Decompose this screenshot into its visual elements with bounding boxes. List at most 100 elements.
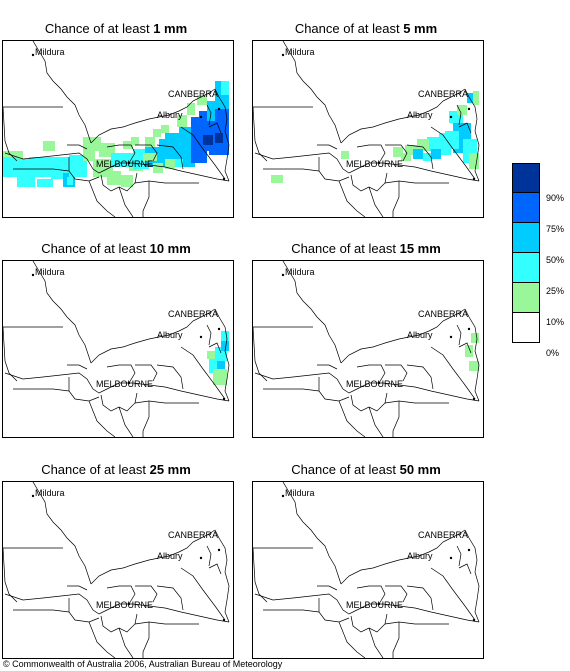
town-marker (281, 53, 285, 57)
town-marker (472, 177, 476, 181)
copyright-notice: © Commonwealth of Australia 2006, Austra… (3, 659, 283, 669)
place-label-melbourne: MELBOURNE (96, 600, 154, 610)
town-marker (127, 161, 131, 165)
boundary-line (318, 157, 350, 182)
rain-probability-cell (341, 151, 349, 159)
boundary-line (100, 392, 138, 412)
town-marker (281, 273, 285, 277)
boundary-line (135, 144, 158, 162)
boundary-line (384, 400, 449, 404)
map-panel-1mm: Mildura CANBERRA Albury MELBOURNE (2, 40, 234, 218)
place-label-mildura: Mildura (35, 267, 65, 277)
place-label-albury: Albury (407, 330, 433, 340)
boundary-line (88, 400, 116, 437)
rain-probability-cell (153, 129, 161, 137)
boundary-line (464, 88, 480, 182)
boundary-line (13, 609, 70, 613)
boundary-line (263, 609, 320, 613)
town-marker (31, 494, 35, 498)
boundary-line (208, 122, 222, 134)
boundary-line (350, 172, 388, 192)
boundary-line (67, 364, 88, 370)
boundary-line (253, 106, 268, 162)
boundary-line (134, 621, 199, 625)
boundary-line (32, 482, 92, 585)
place-label-canberra: CANBERRA (418, 530, 469, 540)
town-marker (31, 273, 35, 277)
panel-title-25mm: Chance of at least 25 mm (41, 462, 191, 477)
boundary-line (32, 261, 92, 364)
town-marker (222, 618, 226, 622)
rain-probability-cell (469, 361, 479, 371)
boundary-line (430, 346, 476, 400)
boundary-line (430, 567, 476, 621)
town-marker (222, 177, 226, 181)
boundary-line (356, 364, 386, 384)
boundary-line (356, 585, 386, 605)
boundary-line (67, 585, 88, 591)
rain-probability-cell (175, 159, 183, 167)
map-svg (253, 482, 480, 658)
boundary-line (350, 613, 388, 633)
town-marker (281, 494, 285, 498)
rain-probability-cell (469, 153, 479, 169)
rain-probability-cell (413, 149, 423, 159)
boundary-line (180, 126, 226, 180)
boundary-line (142, 622, 150, 658)
boundary-line (4, 372, 230, 402)
boundary-line (214, 529, 230, 623)
boundary-line (13, 388, 70, 392)
boundary-line (4, 593, 230, 623)
place-label-canberra: CANBERRA (168, 309, 219, 319)
boundary-line (88, 180, 116, 217)
boundary-line (392, 622, 400, 658)
rain-probability-cell (217, 361, 225, 369)
boundary-line (90, 88, 216, 144)
town-marker (449, 115, 453, 119)
rain-probability-cell (203, 135, 213, 145)
boundary-line (156, 364, 184, 390)
legend-swatch-50 (512, 223, 540, 253)
map-panel-15mm: Mildura CANBERRA Albury MELBOURNE (252, 260, 484, 438)
boundary-line (68, 598, 100, 623)
rain-probability-cell (43, 141, 55, 151)
town-marker (377, 161, 381, 165)
rain-probability-cell (145, 137, 155, 147)
boundary-line (32, 41, 92, 144)
town-marker (199, 335, 203, 339)
legend-label-0: 0% (546, 348, 560, 358)
boundary-line (135, 364, 158, 382)
probability-legend (512, 163, 540, 343)
boundary-line (254, 593, 480, 623)
boundary-line (340, 529, 466, 585)
legend-label-75: 75% (546, 224, 565, 234)
boundary-line (100, 613, 138, 633)
boundary-line (208, 342, 222, 354)
town-marker (217, 548, 221, 552)
boundary-line (254, 152, 480, 182)
rain-probability-cell (221, 331, 229, 347)
boundary-line (406, 144, 434, 170)
boundary-line (214, 88, 230, 182)
rain-probability-cell (67, 177, 73, 185)
rain-probability-cell (221, 341, 229, 351)
place-label-albury: Albury (407, 551, 433, 561)
boundary-line (142, 401, 150, 437)
rain-probability-cell (207, 351, 215, 359)
boundary-line (3, 547, 18, 603)
boundary-line (340, 88, 466, 144)
place-label-canberra: CANBERRA (168, 89, 219, 99)
boundary-line (458, 563, 472, 575)
boundary-line (338, 621, 366, 658)
panel-title-15mm: Chance of at least 15 mm (291, 241, 441, 256)
boundary-line (368, 406, 384, 437)
map-svg (3, 41, 230, 217)
map-panel-10mm: Mildura CANBERRA Albury MELBOURNE (2, 260, 234, 438)
boundary-line (3, 106, 18, 162)
boundary-line (68, 377, 100, 402)
boundary-line (3, 326, 18, 382)
map-panel-25mm: Mildura CANBERRA Albury MELBOURNE (2, 481, 234, 659)
town-marker (222, 397, 226, 401)
town-marker (449, 556, 453, 560)
rain-probability-cell (465, 345, 473, 357)
